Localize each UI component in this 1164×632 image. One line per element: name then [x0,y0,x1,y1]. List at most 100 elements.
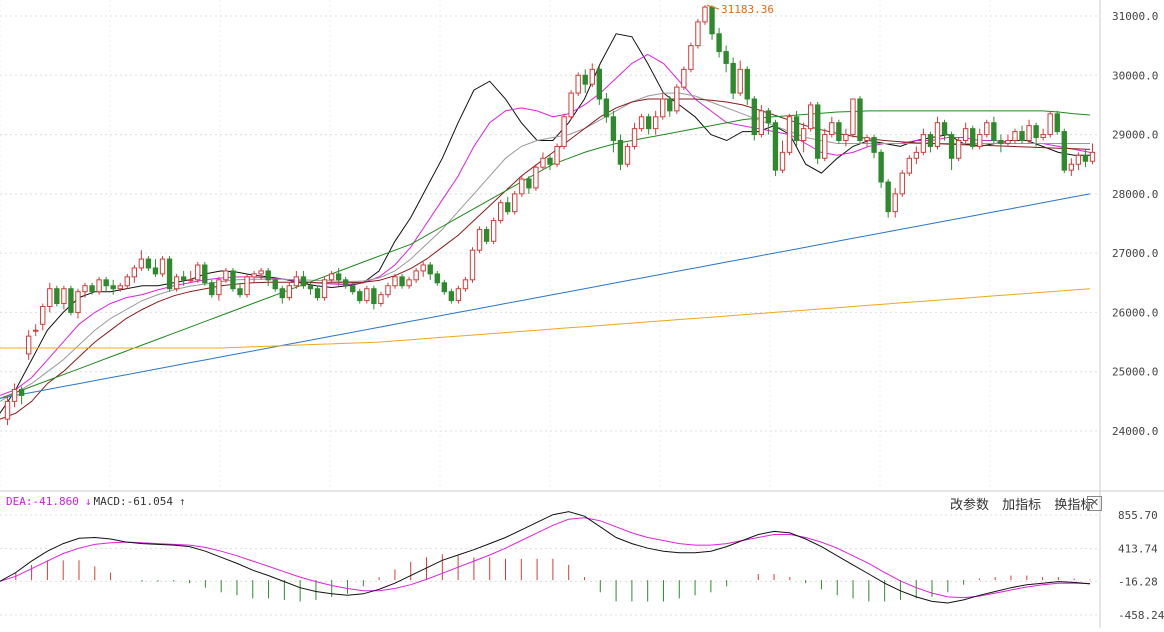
candle-body [209,282,215,296]
switch-indicator-button[interactable]: 换指标 [1054,498,1094,513]
candle-body [723,51,729,64]
candle-body [716,33,722,53]
candle-body [251,273,257,278]
candle-body [110,285,116,290]
candle-body [955,140,962,159]
candle-body [343,279,349,287]
candle-body [138,258,145,269]
sub-y-tick-label: -16.28 [1118,575,1158,588]
candle-body [265,270,271,281]
candle-body [364,288,370,302]
candle-body [962,128,969,141]
candle-body [103,279,109,287]
candle-body [427,264,433,275]
candle-body [906,157,912,174]
candle-body [293,276,300,287]
candle-body [307,285,314,290]
candle-body [188,279,194,282]
y-tick-label: 24000.0 [1112,425,1158,438]
macd-header: DEA:-41.860 ↓ MACD:-61.054 ↑ [6,495,188,508]
candle-body [286,285,293,299]
candle-body [54,288,60,305]
candle-body [350,285,356,293]
candle-body [399,276,405,287]
candle-body [667,98,673,112]
candle-body [272,279,278,290]
candle-body [1075,154,1082,165]
candle-body [998,140,1004,144]
candle-body [497,202,504,222]
candle-body [793,116,800,141]
candle-body [568,92,574,118]
candle-body [469,249,476,281]
candle-body [40,306,46,325]
max-price-label: 31183.36 [721,3,774,16]
candle-body [117,285,123,290]
candle-body [977,134,983,147]
candle-body [1026,125,1032,142]
candle-body [800,128,807,141]
y-tick-label: 31000.0 [1112,10,1158,23]
candle-body [159,258,166,275]
candle-body [779,151,786,171]
candle-body [547,157,553,165]
candle-body [385,285,391,296]
candle-body [660,98,666,118]
candle-body [674,86,680,112]
candle-body [843,134,849,141]
candle-body [413,270,419,281]
candle-body [1047,113,1053,136]
candle-body [131,267,138,278]
candle-body [25,335,32,355]
y-tick-label: 30000.0 [1112,69,1158,82]
candle-body [758,110,765,136]
candle-body [61,288,67,305]
candle-body [300,276,307,287]
candle-body [836,122,842,142]
candle-body [357,291,363,302]
candle-body [610,116,617,141]
candle-body [596,68,603,100]
candle-body [237,288,243,296]
candle-body [33,329,39,332]
candle-body [441,282,448,293]
y-tick-label: 28000.0 [1112,188,1158,201]
candle-body [772,122,779,171]
candle-body [709,6,715,35]
candle-body [180,276,187,281]
add-indicator-button[interactable]: 加指标 [1002,498,1042,513]
candle-body [448,291,455,302]
ma-line-ma20 [0,92,1090,402]
candle-body [970,128,976,147]
candle-body [223,270,229,281]
candle-body [1089,151,1096,162]
candle-body [751,98,757,136]
candle-body [822,134,828,159]
modify-params-button[interactable]: 改参数 [950,498,990,513]
candle-body [885,181,891,213]
candle-body [145,258,152,269]
candle-body [314,288,321,299]
candle-body [1061,131,1067,171]
candle-body [406,279,412,287]
candle-body [1012,131,1018,142]
candle-body [786,116,793,153]
candle-body [371,288,377,305]
sub-y-tick-label: 413.74 [1118,543,1158,556]
y-tick-label: 26000.0 [1112,306,1158,319]
close-indicator-button[interactable]: ✕ [1087,496,1102,511]
candle-body [519,178,525,195]
candle-body [258,270,264,275]
candle-body [18,389,25,396]
candle-body [173,276,180,290]
candle-body [899,172,905,195]
sub-y-tick-label: -458.24 [1118,609,1164,622]
candle-body [695,21,701,47]
candle-body [512,193,518,213]
candle-body [96,279,102,293]
candle-body [533,166,539,189]
candle-body [321,279,328,299]
candle-body [540,157,546,168]
